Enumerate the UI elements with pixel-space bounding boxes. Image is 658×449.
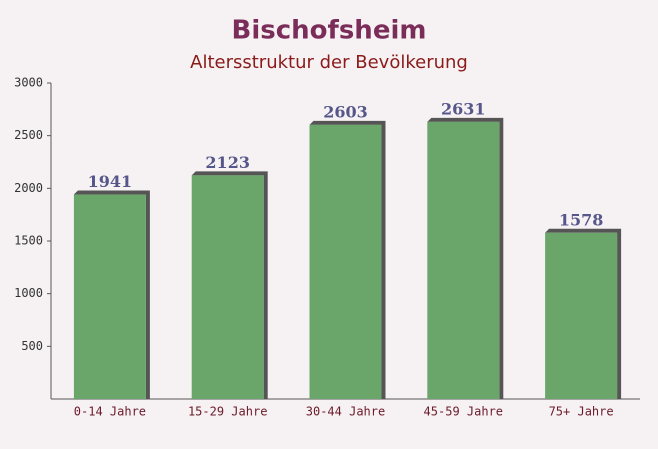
bar	[545, 232, 618, 399]
value-label: 1941	[88, 172, 133, 191]
x-tick-label: 75+ Jahre	[549, 405, 614, 419]
value-label: 1578	[559, 210, 604, 229]
x-tick-label: 15-29 Jahre	[188, 405, 267, 419]
x-tick-label: 30-44 Jahre	[306, 405, 385, 419]
bar	[427, 121, 500, 400]
y-tick-label: 3000	[14, 76, 43, 90]
value-label: 2603	[323, 102, 368, 121]
bar	[309, 124, 382, 400]
y-tick-label: 1500	[14, 234, 43, 248]
value-label: 2123	[205, 153, 250, 172]
chart-title: Bischofsheim	[232, 16, 427, 46]
x-tick-label: 45-59 Jahre	[424, 405, 503, 419]
bar	[73, 194, 146, 399]
y-tick-label: 2000	[14, 181, 43, 195]
bar	[191, 175, 264, 399]
x-tick-label: 0-14 Jahre	[74, 405, 146, 419]
y-tick-label: 2500	[14, 128, 43, 142]
y-tick-label: 1000	[14, 286, 43, 300]
chart-subtitle: Altersstruktur der Bevölkerung	[190, 52, 468, 73]
value-label: 2631	[441, 99, 486, 118]
y-tick-label: 500	[21, 339, 43, 353]
